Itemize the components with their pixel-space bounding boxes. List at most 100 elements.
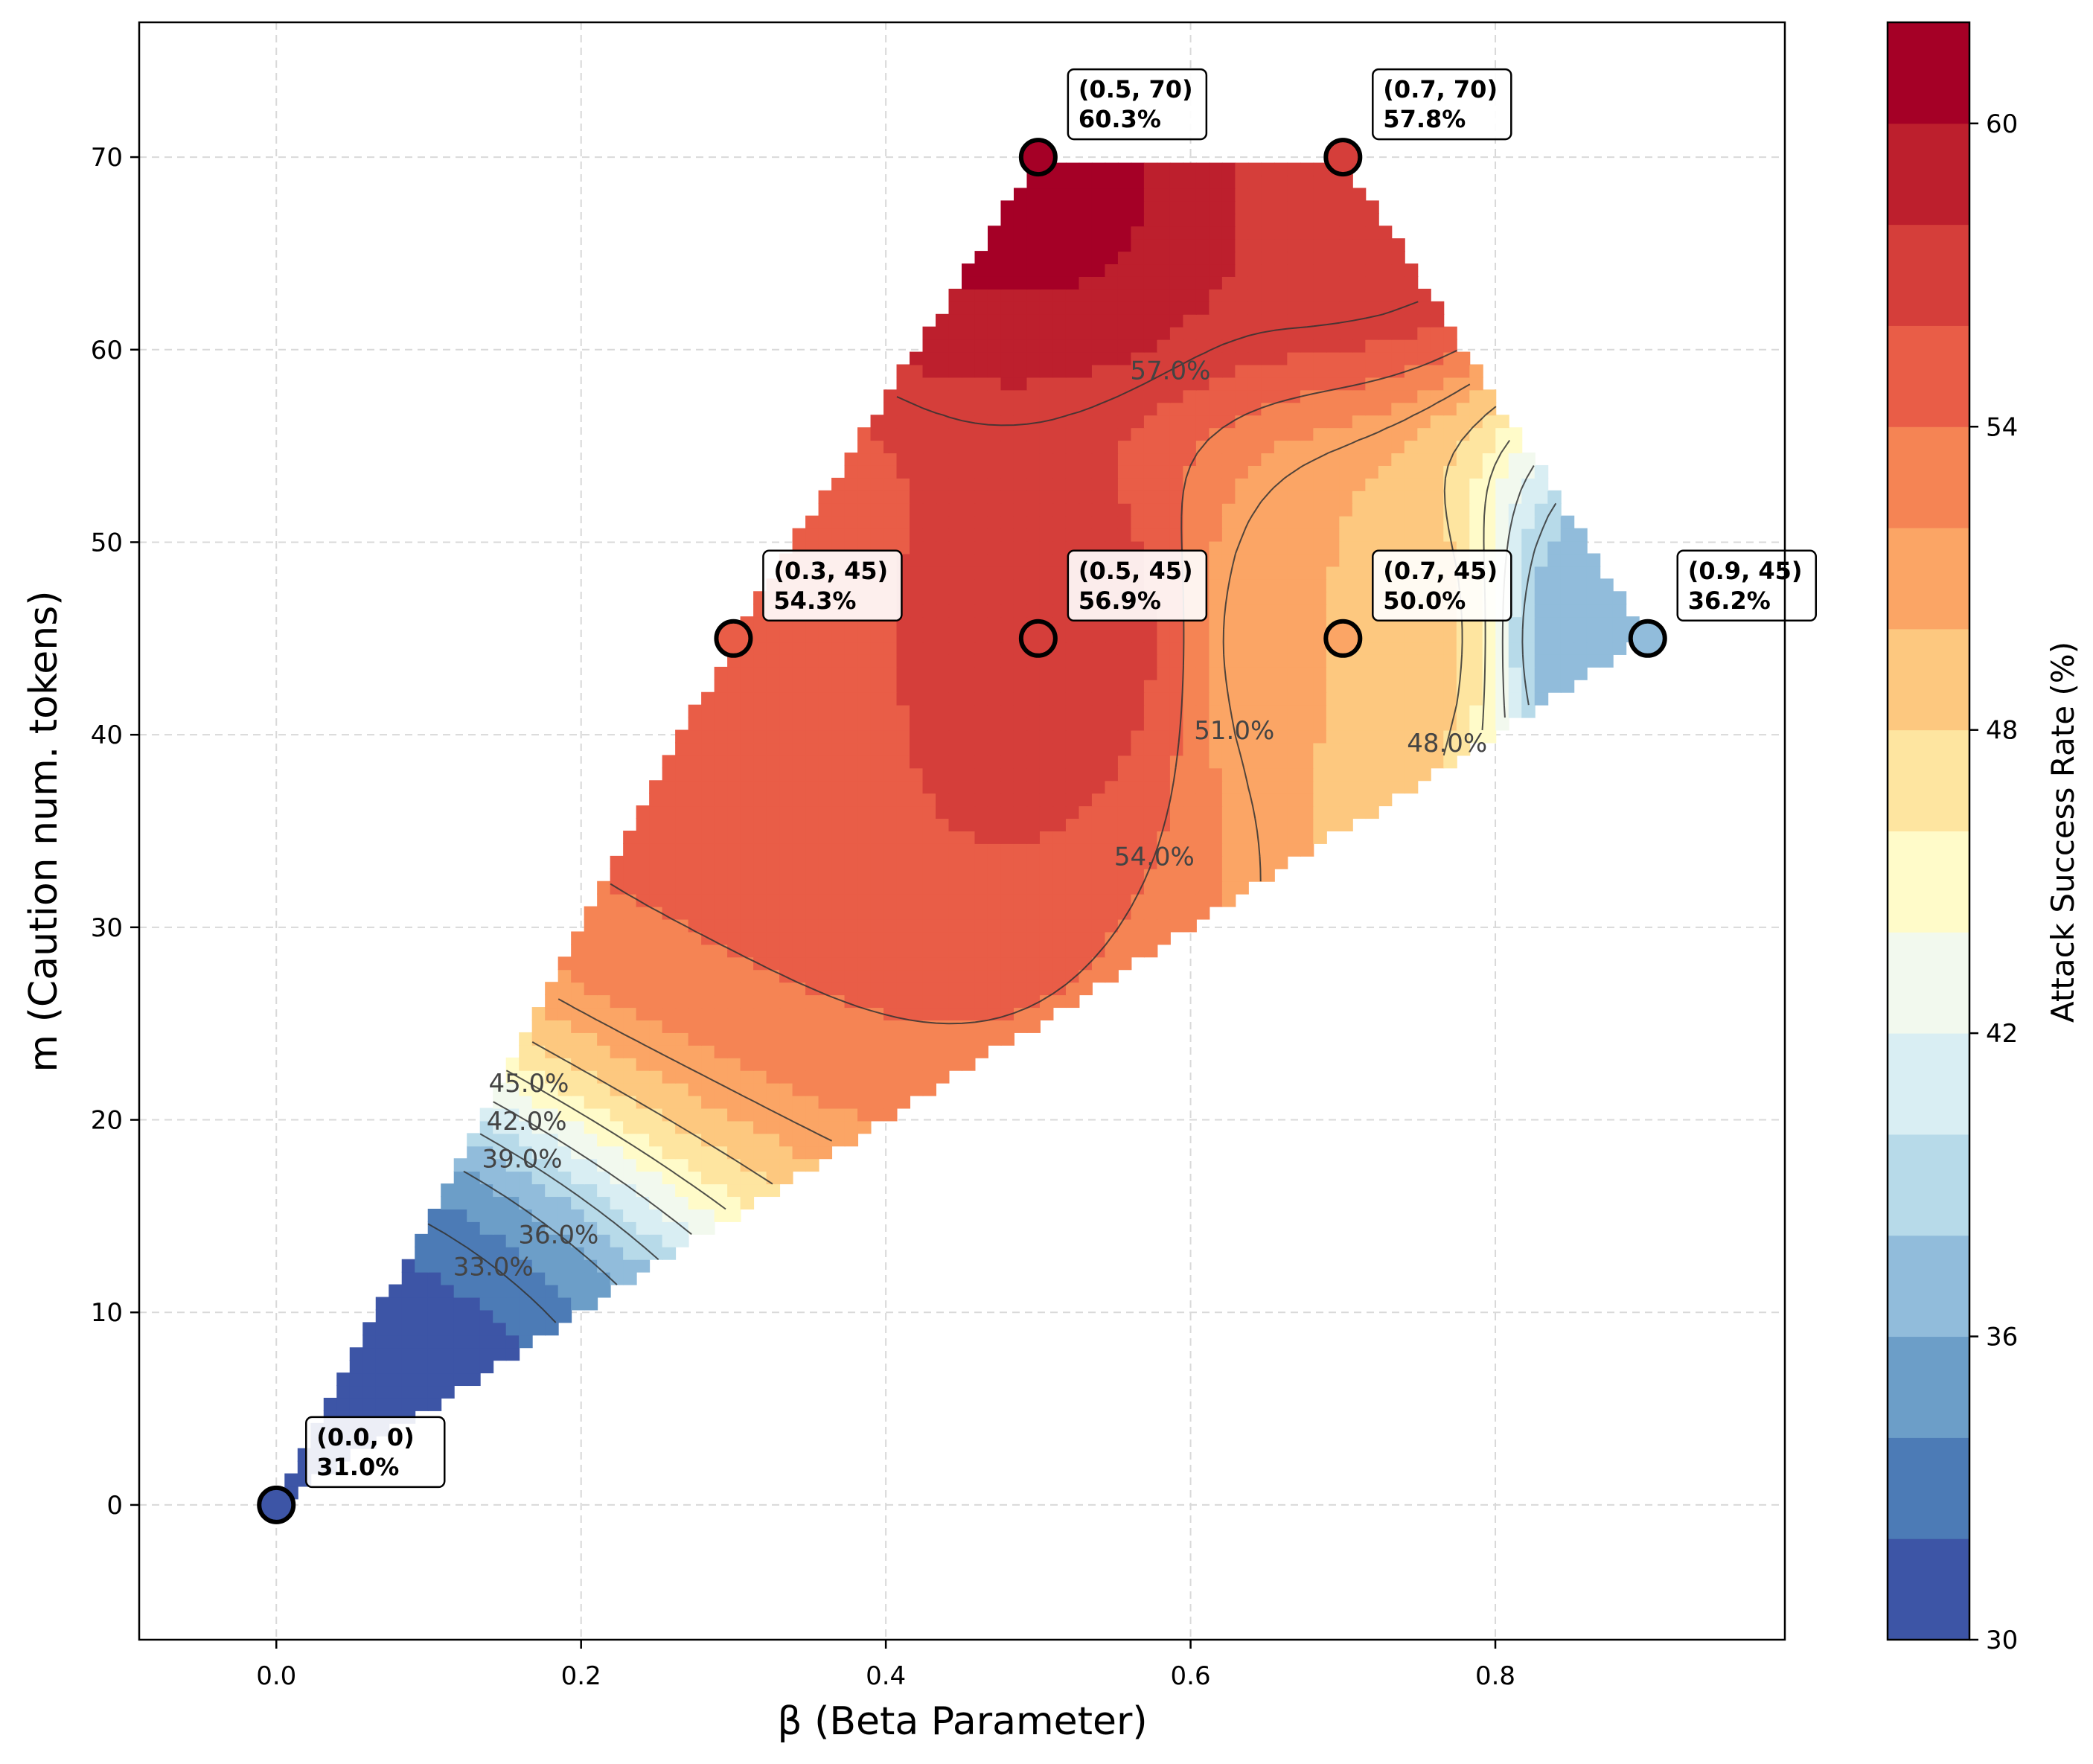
contour-cell [870,477,885,491]
contour-cell [727,893,741,907]
contour-cell [974,906,988,920]
contour-cell [936,666,950,680]
contour-cell [1573,642,1588,655]
contour-cell [545,1297,559,1311]
contour-cell [467,1233,481,1247]
contour-cell [1169,339,1184,353]
contour-cell [1091,301,1106,315]
contour-cell [1039,717,1054,731]
contour-cell [1443,477,1457,491]
contour-cell [1079,427,1093,441]
contour-cell [1209,263,1223,277]
contour-cell [753,1158,767,1172]
contour-cell [714,767,729,782]
contour-cell [1065,477,1080,491]
contour-cell [531,1284,546,1298]
contour-cell [1261,415,1275,429]
contour-cell [1157,642,1171,655]
contour-cell [1326,263,1341,277]
contour-cell [1417,629,1431,643]
contour-cell [831,528,846,542]
contour-cell [1417,464,1431,479]
contour-cell [987,402,1002,416]
contour-cell [948,831,962,844]
contour-cell [844,1007,859,1020]
contour-cell [571,1095,585,1109]
contour-cell [962,402,976,416]
contour-cell [896,464,911,479]
contour-cell [571,1120,585,1134]
contour-cell [1195,755,1210,769]
contour-cell [1169,653,1184,668]
contour-cell [1065,691,1080,706]
contour-cell [415,1385,429,1399]
contour-cell [1065,918,1080,933]
contour-cell [688,755,703,769]
contour-cell [1247,855,1262,869]
contour-cell [962,616,976,630]
contour-cell [1247,263,1262,277]
contour-cell [987,1007,1002,1020]
contour-cell [1404,313,1419,327]
contour-cell [1013,326,1028,340]
contour-cell [1169,453,1184,466]
contour-cell [688,1082,703,1096]
point-annotation-box [1372,549,1512,622]
contour-cell [649,1007,663,1020]
contour-cell [779,931,793,945]
contour-cell [1287,389,1301,403]
point-coordinate-label: (0.7, 45) [1383,557,1498,585]
contour-cell [1430,502,1445,517]
contour-cell [766,767,781,782]
contour-cell [1143,200,1158,214]
contour-cell [870,1057,885,1071]
contour-cell [779,691,793,706]
contour-cell [766,1145,781,1160]
contour-cell [1013,490,1028,504]
contour-cell [1000,238,1014,252]
contour-cell [1052,944,1067,958]
contour-cell [1313,351,1327,365]
contour-cell [792,653,807,668]
contour-cell [1600,653,1614,668]
contour-cell [1013,339,1028,353]
contour-cell [479,1208,494,1222]
contour-cell [623,855,637,869]
contour-cell [1209,490,1223,504]
contour-cell [1313,528,1327,542]
contour-cell [1495,490,1509,504]
contour-cell [1221,793,1236,807]
contour-cell [1169,351,1184,365]
contour-cell [1274,477,1288,491]
contour-cell [557,1070,572,1084]
contour-cell [1261,793,1275,807]
contour-cell [597,1284,611,1298]
x-tick-label: 0.8 [1475,1661,1515,1691]
contour-cell [1274,313,1288,327]
contour-cell [675,918,689,933]
contour-cell [1143,843,1158,857]
contour-cell [1131,326,1145,340]
contour-cell [545,1246,559,1260]
contour-cell [1195,175,1210,189]
contour-cell [701,1108,715,1122]
contour-cell [1079,515,1093,529]
contour-cell [1300,301,1314,315]
contour-cell [1039,200,1054,214]
contour-cell [1469,402,1483,416]
contour-cell [974,831,988,844]
contour-cell [987,831,1002,844]
contour-cell [1261,238,1275,252]
contour-cell [1235,843,1249,857]
contour-cell [1261,402,1275,416]
contour-cell [922,389,937,403]
contour-cell [844,755,859,769]
contour-cell [727,679,741,693]
contour-cell [948,389,962,403]
contour-cell [1013,994,1028,1009]
contour-cell [1039,578,1054,592]
contour-cell [844,931,859,945]
contour-cell [883,679,898,693]
contour-cell [1013,515,1028,529]
contour-cell [857,956,872,971]
